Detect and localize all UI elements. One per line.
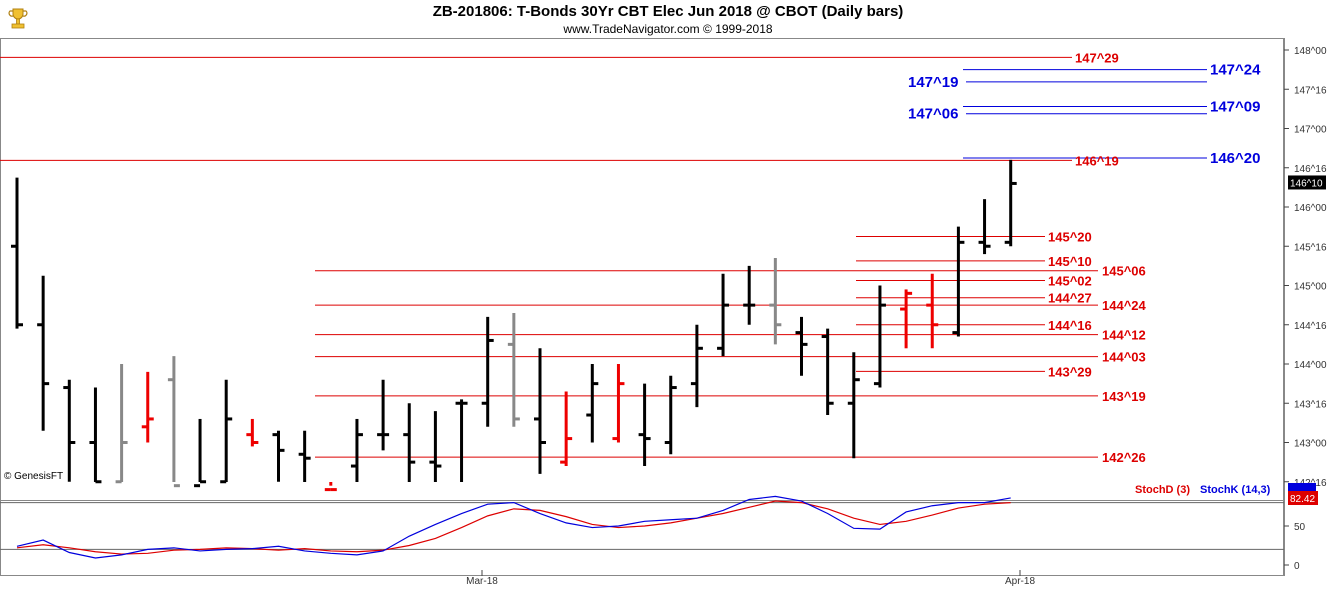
level-label: 147^06: [908, 106, 958, 123]
level-label: 144^16: [1048, 318, 1092, 333]
stoch-tick-label: 50: [1294, 522, 1306, 533]
ohlc-bar: [429, 411, 442, 482]
stochk-legend: StochK (14,3): [1200, 484, 1271, 496]
stochk-value-badge: [1288, 483, 1316, 491]
ohlc-bar: [272, 430, 285, 482]
ohlc-bar: [952, 226, 965, 337]
last-price-label: 146^10: [1290, 178, 1323, 189]
level-label: 142^26: [1102, 450, 1146, 465]
y-tick-label: 147^00: [1294, 125, 1327, 136]
stochd-legend: StochD (3): [1135, 484, 1190, 496]
genesis-trophy-icon: [4, 4, 32, 32]
ohlc-bar: [194, 418, 207, 488]
y-tick-label: 143^00: [1294, 439, 1327, 450]
plot-frame: [0, 38, 1284, 576]
ohlc-bar: [821, 328, 834, 416]
stochd-value-badge: [1288, 491, 1318, 505]
level-label: 147^29: [1075, 50, 1119, 65]
level-label: 144^12: [1102, 328, 1146, 343]
ohlc-bar: [324, 482, 337, 492]
ohlc-bar: [664, 375, 677, 455]
ohlc-bar: [507, 312, 520, 427]
y-tick-label: 148^00: [1294, 46, 1327, 57]
ohlc-bar: [534, 348, 546, 474]
ohlc-bar: [455, 399, 468, 482]
level-label: 147^09: [1210, 98, 1260, 115]
level-label: 144^24: [1102, 298, 1147, 313]
ohlc-bar: [690, 324, 703, 408]
stochd-value-label: 82.42: [1290, 494, 1315, 505]
ohlc-bar: [873, 285, 886, 388]
ohlc-bar: [847, 352, 860, 459]
ohlc-bar: [481, 316, 494, 427]
level-label: 145^02: [1048, 274, 1092, 289]
level-label: 143^19: [1102, 389, 1146, 404]
ohlc-bar: [926, 273, 939, 349]
ohlc-bar: [638, 383, 651, 467]
stochk-line: [16, 495, 1011, 559]
chart-subtitle: www.TradeNavigator.com © 1999-2018: [563, 22, 773, 36]
stochd-line: [16, 500, 1011, 555]
level-label: 147^24: [1210, 62, 1261, 79]
ohlc-bar: [220, 379, 233, 484]
ohlc-bar: [612, 364, 625, 443]
ohlc-bar: [795, 316, 808, 376]
ohlc-bar: [586, 364, 599, 443]
level-label: 146^19: [1075, 153, 1119, 168]
ohlc-bar: [978, 199, 991, 255]
y-tick-label: 146^16: [1294, 164, 1327, 175]
level-label: 144^27: [1048, 291, 1092, 306]
level-label: 145^06: [1102, 264, 1146, 279]
x-tick-label: Apr-18: [1005, 576, 1035, 587]
ohlc-bar: [141, 371, 154, 443]
ohlc-bar: [717, 273, 730, 357]
last-price-badge: [1288, 175, 1326, 190]
ohlc-bar: [769, 258, 782, 345]
ohlc-bar: [11, 177, 23, 329]
ohlc-bar: [377, 379, 390, 451]
ohlc-bar: [560, 391, 573, 467]
ohlc-bar: [743, 265, 756, 325]
level-label: 147^19: [908, 74, 958, 91]
y-tick-label: 147^16: [1294, 85, 1327, 96]
ohlc-bar: [89, 387, 102, 484]
ohlc-bar: [246, 418, 259, 447]
y-tick-label: 143^16: [1294, 399, 1327, 410]
y-tick-label: 145^00: [1294, 282, 1327, 293]
y-tick-label: 146^00: [1294, 203, 1327, 214]
ohlc-bar: [900, 289, 913, 349]
ohlc-bar: [298, 430, 311, 482]
level-label: 145^10: [1048, 254, 1092, 269]
ohlc-bar: [350, 418, 363, 482]
level-label: 143^29: [1048, 364, 1092, 379]
x-tick-label: Mar-18: [466, 576, 498, 587]
stoch-tick-label: 0: [1294, 561, 1300, 572]
y-tick-label: 144^16: [1294, 321, 1327, 332]
y-tick-label: 145^16: [1294, 242, 1327, 253]
ohlc-bar: [115, 364, 128, 484]
ohlc-bar: [167, 356, 180, 488]
ohlc-bar: [37, 275, 50, 431]
level-label: 144^03: [1102, 350, 1146, 365]
ohlc-bar: [63, 379, 76, 482]
y-tick-label: 144^00: [1294, 360, 1327, 371]
level-label: 146^20: [1210, 150, 1260, 167]
ohlc-bar: [403, 403, 416, 482]
genesis-credit: © GenesisFT: [4, 471, 63, 482]
chart-title: ZB-201806: T-Bonds 30Yr CBT Elec Jun 201…: [432, 3, 904, 20]
level-label: 145^20: [1048, 229, 1092, 244]
ohlc-bar: [1004, 159, 1017, 247]
